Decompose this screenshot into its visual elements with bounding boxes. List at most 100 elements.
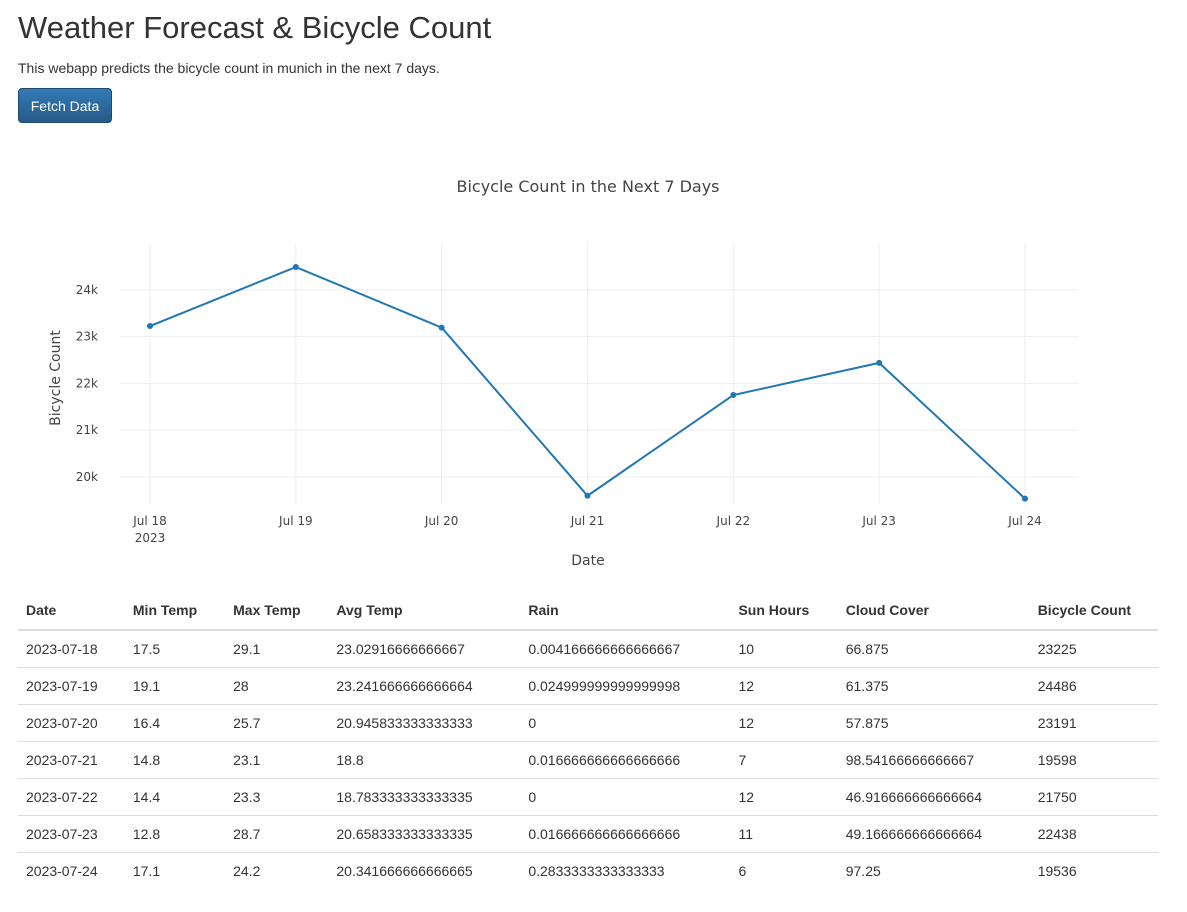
table-body: 2023-07-18 17.5 29.1 23.02916666666667 0.004… [18, 630, 1158, 889]
table-cell: 0.004166666666666667 [520, 630, 731, 668]
table-cell: 23225 [1029, 630, 1158, 668]
chart-title: Bicycle Count in the Next 7 Days [456, 177, 719, 196]
table-row: 2023-07-18 17.5 29.1 23.02916666666667 0.004… [18, 630, 1158, 668]
table-row: 2023-07-20 16.4 25.7 20.945833333333333 0 12 5… [18, 704, 1158, 742]
table-cell: 12 [730, 778, 838, 816]
column-header: Date [18, 591, 125, 631]
fetch-data-button[interactable]: Fetch Data [18, 88, 112, 123]
table-row: 2023-07-23 12.8 28.7 20.658333333333335 0.01… [18, 815, 1158, 853]
column-header: Rain [520, 591, 731, 631]
column-header: Cloud Cover [837, 591, 1030, 631]
table-cell: 2023-07-22 [18, 778, 125, 816]
table-row: 2023-07-22 14.4 23.3 18.783333333333335 0 12 4… [18, 778, 1158, 816]
table-cell: 2023-07-24 [26, 863, 98, 879]
table-cell: 23.3 [225, 778, 329, 816]
table-cell: 19536 [1037, 863, 1077, 879]
x-tick-label: Jul 18 [132, 514, 167, 528]
table-cell: 28.7 [225, 815, 329, 853]
table-cell: 20.945833333333333 [328, 704, 521, 742]
column-header: Bicycle Count [1029, 591, 1158, 631]
table-cell: 19.1 [124, 667, 226, 705]
table-cell: 23191 [1029, 704, 1158, 742]
table-cell: 98.54166666666667 [837, 741, 1030, 779]
table-header-row: Date Min Temp Max Temp Avg Temp Rain Sun Hour… [18, 591, 1158, 631]
table-cell: 22438 [1029, 815, 1158, 853]
table-cell: 6 [738, 863, 747, 879]
table-cell: 25.7 [225, 704, 329, 742]
page-subtitle: This webapp predicts the bicycle count i… [18, 60, 440, 76]
table-cell: 23.1 [225, 741, 329, 779]
bicycle-count-chart[interactable]: Bicycle Count in the Next 7 Days Jul 18 J… [0, 150, 1187, 590]
table-cell: 2023-07-20 [18, 704, 125, 742]
table-cell: 29.1 [225, 630, 329, 668]
table-cell: 0 [520, 778, 731, 816]
data-point[interactable] [584, 492, 591, 499]
table-cell: 57.875 [837, 704, 1030, 742]
table-cell: 12 [730, 704, 838, 742]
y-tick-label: 21k [76, 423, 98, 437]
x-tick-label: Jul 23 [861, 514, 896, 528]
chart-axes: Jul 18 Jul 19 Jul 20 Jul 21 Jul 22 Jul 23 Jul … [76, 283, 1042, 545]
page-title: Weather Forecast & Bicycle Count [18, 10, 492, 45]
table-cell: 0.024999999999999998 [520, 667, 731, 705]
x-tick-label: Jul 24 [1007, 514, 1042, 528]
table-cell: 18.8 [328, 741, 521, 779]
table-cell: 24486 [1029, 667, 1158, 705]
table-cell: 12.8 [124, 815, 226, 853]
forecast-table: Date Min Temp Max Temp Avg Temp Rain Sun Hour… [18, 591, 1158, 889]
table-cell: 0.016666666666666666 [520, 815, 731, 853]
data-point[interactable] [1022, 495, 1028, 502]
x-tick-label: Jul 20 [424, 514, 459, 528]
x-tick-label: Jul 22 [716, 514, 751, 528]
table-cell: 16.4 [124, 704, 226, 742]
data-point[interactable] [438, 324, 445, 331]
data-point[interactable] [292, 264, 299, 271]
table-cell: 61.375 [837, 667, 1030, 705]
table-cell: 10 [730, 630, 838, 668]
y-tick-label: 20k [76, 470, 98, 484]
table-cell: 66.875 [837, 630, 1030, 668]
table-cell: 14.8 [124, 741, 226, 779]
table-cell: 20.658333333333335 [328, 815, 521, 853]
table-cell: 2023-07-21 [18, 741, 125, 779]
table-cell: 0.2833333333333333 [528, 863, 665, 879]
table-row: 2023-07-24 17.1 24.2 20.341666666666665 0.28… [18, 853, 1158, 890]
table-cell: 46.916666666666664 [837, 778, 1030, 816]
column-header: Min Temp [124, 591, 226, 631]
table-cell: 0.016666666666666666 [520, 741, 731, 779]
table-cell: 49.166666666666664 [837, 815, 1030, 853]
data-point[interactable] [730, 392, 737, 399]
column-header: Avg Temp [328, 591, 521, 631]
table-cell: 97.25 [845, 863, 881, 879]
table-cell: 20.341666666666665 [336, 863, 473, 879]
table-row: 2023-07-19 19.1 28 23.241666666666664 0.0249… [18, 667, 1158, 705]
x-tick-label: Jul 21 [570, 514, 605, 528]
table-cell: 18.783333333333335 [328, 778, 521, 816]
table-row: 2023-07-21 14.8 23.1 18.8 0.0166666666666666… [18, 741, 1158, 779]
y-tick-label: 22k [76, 376, 98, 390]
table-cell: 17.5 [124, 630, 226, 668]
table-cell: 12 [730, 667, 838, 705]
x-axis-title: Date [571, 553, 604, 569]
table-cell: 0 [520, 704, 731, 742]
table-cell: 11 [730, 815, 838, 853]
table-cell: 28 [225, 667, 329, 705]
x-tick-year: 2023 [135, 531, 166, 545]
table-cell: 19598 [1029, 741, 1158, 779]
chart-grid [120, 243, 1078, 505]
table-cell: 2023-07-19 [18, 667, 125, 705]
table-cell: 24.2 [233, 863, 261, 879]
table-cell: 14.4 [124, 778, 226, 816]
y-tick-label: 24k [76, 283, 98, 297]
table-cell: 17.1 [132, 863, 161, 879]
chart-series [147, 264, 1028, 502]
y-tick-label: 23k [76, 330, 98, 344]
data-point[interactable] [876, 359, 883, 366]
table-cell: 7 [730, 741, 838, 779]
x-tick-label: Jul 19 [278, 514, 313, 528]
column-header: Max Temp [225, 591, 329, 631]
table-cell: 23.241666666666664 [328, 667, 521, 705]
table-cell: 2023-07-18 [18, 630, 125, 668]
data-point[interactable] [147, 323, 153, 330]
y-axis-title: Bicycle Count [48, 330, 64, 426]
